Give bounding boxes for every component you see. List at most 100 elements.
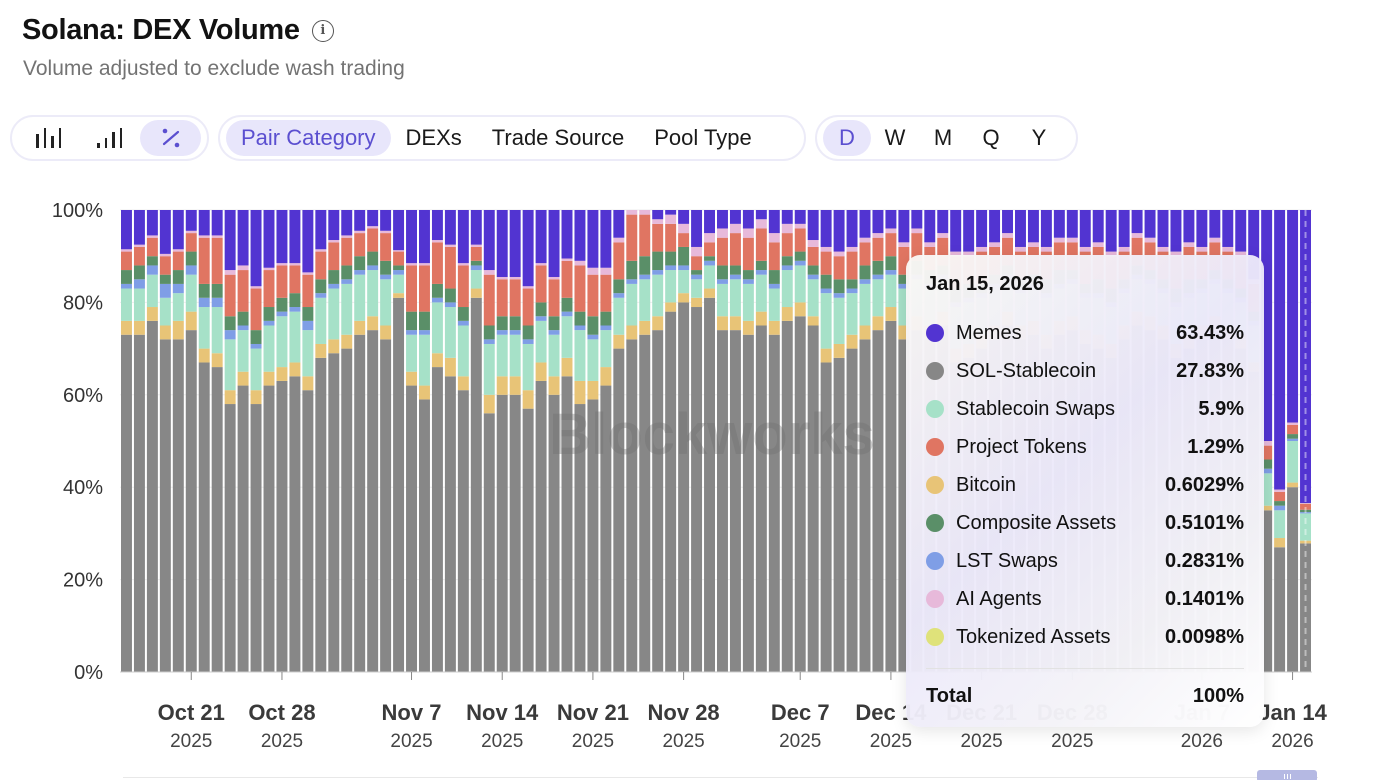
bar-segment-sol-stablecoin[interactable] [444, 376, 456, 672]
bar-segment-stablecoin-swaps[interactable] [198, 307, 210, 349]
bar-segment-stablecoin-swaps[interactable] [665, 270, 677, 303]
bar-segment-lst-swaps[interactable] [509, 330, 521, 335]
bar-segment-composite-assets[interactable] [483, 325, 495, 340]
bar-segment-ai-agents[interactable] [742, 228, 754, 238]
bar-segment-bitcoin[interactable] [121, 320, 132, 335]
bar-segment-composite-assets[interactable] [898, 274, 910, 284]
bar-segment-ai-agents[interactable] [315, 249, 327, 252]
bar-segment-project-tokens[interactable] [276, 265, 288, 298]
bar-segment-memes[interactable] [1144, 210, 1156, 238]
bar-segment-ai-agents[interactable] [885, 228, 897, 234]
bar-segment-lst-swaps[interactable] [548, 330, 560, 335]
bar-segment-bitcoin[interactable] [704, 288, 715, 298]
bar-segment-ai-agents[interactable] [768, 233, 780, 243]
bar-segment-project-tokens[interactable] [755, 228, 767, 261]
bar-segment-lst-swaps[interactable] [729, 274, 741, 280]
bar-segment-project-tokens[interactable] [354, 233, 366, 257]
bar-segment-ai-agents[interactable] [1066, 237, 1078, 243]
bar-segment-project-tokens[interactable] [470, 246, 482, 261]
bar-segment-stablecoin-swaps[interactable] [535, 320, 547, 363]
bar-segment-composite-assets[interactable] [600, 311, 612, 326]
bar-segment-sol-stablecoin[interactable] [185, 330, 197, 672]
bar-segment-memes[interactable] [1053, 210, 1065, 238]
bar-segment-bitcoin[interactable] [172, 320, 184, 340]
bar-segment-project-tokens[interactable] [509, 279, 521, 317]
bar-segment-bitcoin[interactable] [665, 302, 677, 312]
bar-segment-ai-agents[interactable] [665, 214, 677, 224]
bar-segment-composite-assets[interactable] [872, 260, 884, 275]
bar-segment-ai-agents[interactable] [354, 230, 366, 234]
bar-segment-bitcoin[interactable] [289, 362, 301, 377]
bar-segment-bitcoin[interactable] [600, 367, 612, 386]
bar-segment-bitcoin[interactable] [419, 385, 430, 400]
bar-segment-ai-agents[interactable] [509, 276, 521, 280]
bar-segment-memes[interactable] [250, 210, 262, 287]
bar-segment-ai-agents[interactable] [1092, 242, 1104, 247]
bar-segment-project-tokens[interactable] [302, 274, 314, 308]
bar-segment-bitcoin[interactable] [393, 293, 405, 298]
bar-segment-stablecoin-swaps[interactable] [574, 330, 586, 381]
bar-segment-ai-agents[interactable] [950, 251, 962, 257]
bar-segment-memes[interactable] [1300, 210, 1311, 504]
bar-segment-bitcoin[interactable] [587, 380, 599, 400]
bar-segment-memes[interactable] [587, 210, 599, 268]
bar-segment-bitcoin[interactable] [820, 348, 832, 363]
bar-segment-stablecoin-swaps[interactable] [302, 330, 314, 377]
bar-segment-composite-assets[interactable] [121, 270, 132, 284]
bar-segment-ai-agents[interactable] [1222, 246, 1234, 252]
bar-segment-lst-swaps[interactable] [1287, 438, 1299, 441]
bar-segment-ai-agents[interactable] [1105, 251, 1117, 257]
bar-segment-memes[interactable] [911, 210, 923, 229]
bar-segment-ai-agents[interactable] [1131, 233, 1143, 238]
bar-segment-ai-agents[interactable] [1053, 237, 1065, 243]
bar-segment-bitcoin[interactable] [755, 311, 767, 326]
bar-segment-stablecoin-swaps[interactable] [496, 334, 508, 377]
bar-segment-sol-stablecoin[interactable] [172, 339, 184, 672]
bar-segment-composite-assets[interactable] [367, 251, 379, 266]
bar-segment-bitcoin[interactable] [237, 371, 249, 386]
bar-segment-lst-swaps[interactable] [263, 320, 275, 326]
bar-segment-ai-agents[interactable] [639, 210, 651, 215]
bar-segment-ai-agents[interactable] [807, 240, 819, 247]
bar-segment-lst-swaps[interactable] [185, 265, 197, 275]
bar-segment-sol-stablecoin[interactable] [846, 348, 858, 672]
bar-segment-sol-stablecoin[interactable] [276, 380, 288, 672]
bar-segment-ai-agents[interactable] [548, 276, 560, 280]
bar-segment-composite-assets[interactable] [146, 256, 158, 266]
bar-segment-stablecoin-swaps[interactable] [691, 279, 703, 298]
bar-segment-sol-stablecoin[interactable] [263, 385, 275, 672]
bar-segment-bitcoin[interactable] [768, 320, 780, 335]
bar-segment-stablecoin-swaps[interactable] [354, 274, 366, 321]
bar-segment-lst-swaps[interactable] [574, 325, 586, 331]
bar-segment-composite-assets[interactable] [678, 246, 690, 266]
bar-segment-ai-agents[interactable] [159, 253, 171, 257]
bar-segment-sol-stablecoin[interactable] [198, 362, 210, 672]
bar-segment-bitcoin[interactable] [613, 334, 625, 349]
bar-segment-stablecoin-swaps[interactable] [159, 297, 171, 326]
bar-segment-sol-stablecoin[interactable] [470, 297, 482, 672]
bar-segment-bitcoin[interactable] [354, 320, 366, 335]
bar-segment-memes[interactable] [522, 210, 534, 287]
bar-segment-stablecoin-swaps[interactable] [704, 265, 715, 289]
bar-segment-bitcoin[interactable] [341, 334, 353, 349]
bar-segment-memes[interactable] [1222, 210, 1234, 247]
bar-segment-ai-agents[interactable] [1118, 246, 1130, 252]
bar-segment-stablecoin-swaps[interactable] [470, 270, 482, 289]
bar-segment-project-tokens[interactable] [859, 242, 871, 266]
bar-segment-lst-swaps[interactable] [250, 343, 262, 349]
bar-segment-project-tokens[interactable] [729, 233, 741, 266]
tab-pool-type[interactable]: Pool Type [654, 125, 752, 150]
bar-segment-sol-stablecoin[interactable] [406, 385, 417, 672]
bar-segment-ai-agents[interactable] [483, 270, 495, 275]
bar-segment-composite-assets[interactable] [470, 260, 482, 266]
bar-segment-stablecoin-swaps[interactable] [548, 334, 560, 377]
bar-segment-memes[interactable] [1209, 210, 1221, 238]
bar-segment-sol-stablecoin[interactable] [289, 376, 301, 672]
bar-segment-memes[interactable] [354, 210, 366, 231]
bar-segment-stablecoin-swaps[interactable] [742, 283, 754, 321]
bar-segment-sol-stablecoin[interactable] [393, 297, 405, 672]
bar-segment-composite-assets[interactable] [237, 311, 249, 326]
bar-segment-memes[interactable] [1287, 210, 1299, 423]
bar-segment-stablecoin-swaps[interactable] [289, 311, 301, 363]
bar-segment-memes[interactable] [652, 210, 664, 220]
